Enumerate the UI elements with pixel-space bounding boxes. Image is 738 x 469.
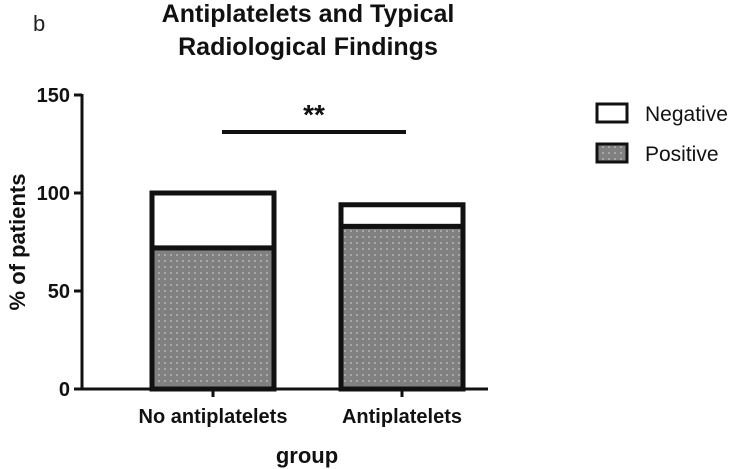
bar-segment-negative (149, 190, 277, 251)
bar-segment-positive (149, 245, 277, 392)
y-tick-label: 150 (37, 85, 70, 107)
significance-label: ** (303, 99, 325, 130)
y-axis-title: % of patients (5, 174, 30, 311)
x-tick-label: Antiplatelets (342, 406, 462, 428)
y-tick-label: 100 (37, 183, 70, 205)
plot-area: 0 50 100 150 No antiplatelets Antiplatelets ** (37, 85, 488, 428)
bar-segment-positive (338, 223, 466, 392)
panel-label: b (33, 11, 45, 36)
chart-title-line-2: Radiological Findings (178, 33, 438, 61)
x-tick-label: No antiplatelets (139, 406, 288, 428)
legend: Negative Positive (595, 102, 728, 166)
y-tick-label: 0 (59, 379, 70, 401)
legend-swatch-positive (595, 142, 629, 164)
chart-title-line-1: Antiplatelets and Typical (162, 0, 455, 28)
legend-swatch-negative (595, 102, 629, 124)
x-axis-title: group (276, 443, 338, 468)
bar-segment-negative (338, 202, 466, 229)
y-tick-label: 50 (48, 281, 70, 303)
legend-label-positive: Positive (645, 143, 719, 166)
legend-label-negative: Negative (645, 103, 728, 126)
